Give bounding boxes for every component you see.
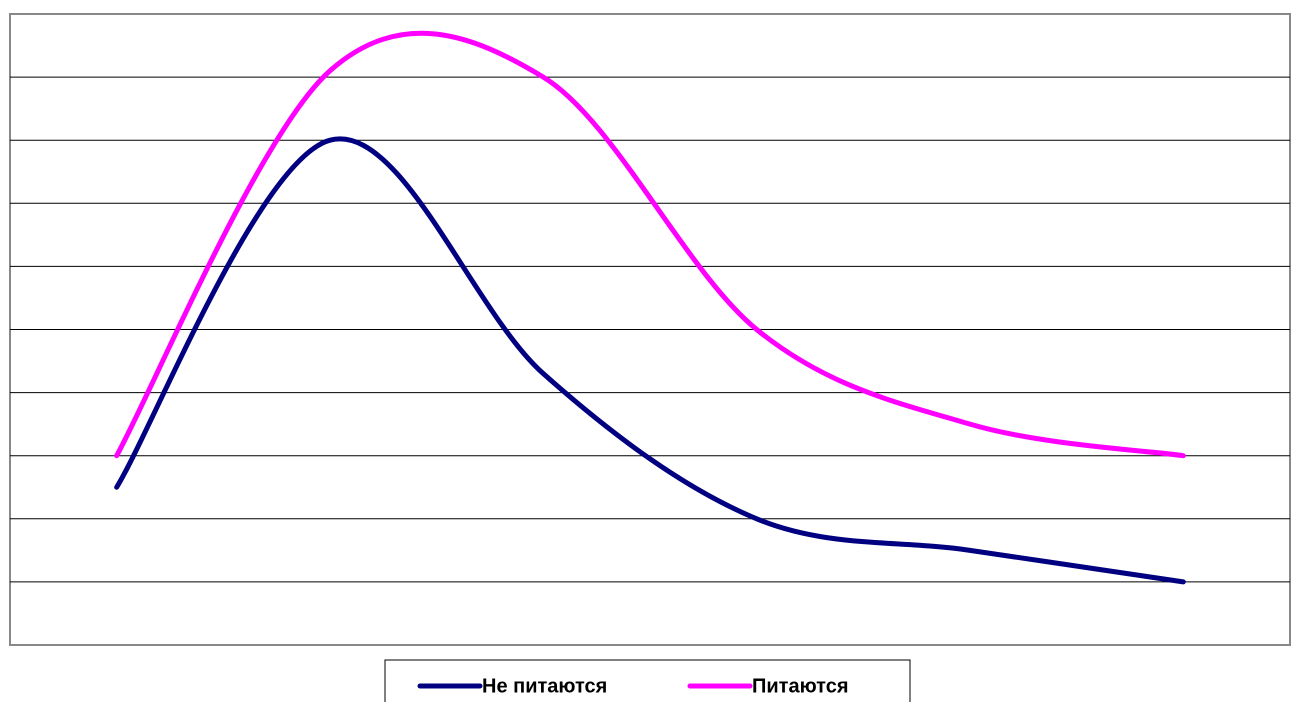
series-line — [114, 30, 1186, 459]
legend-label: Питаются — [752, 675, 849, 697]
legend-label: Не питаются — [482, 675, 607, 697]
series-line — [114, 136, 1186, 585]
legend-box — [384, 659, 911, 702]
